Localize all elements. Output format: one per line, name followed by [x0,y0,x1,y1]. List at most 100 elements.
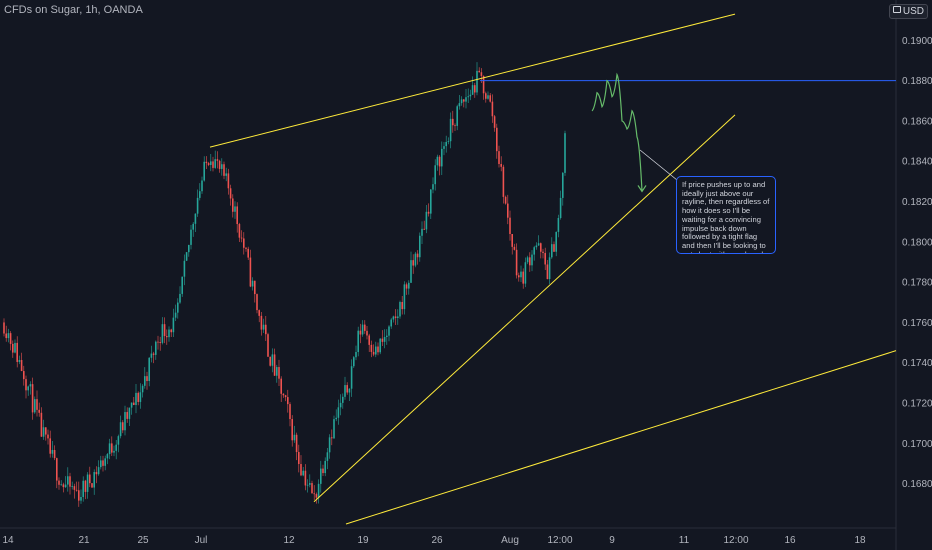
candle-down [56,458,58,481]
candle-up [410,260,412,283]
candle-up [251,280,254,287]
candle-up [130,402,133,408]
candle-down [359,330,362,335]
candle-up [100,460,102,468]
candle-down [504,196,507,204]
candle-up [161,324,164,343]
candle-down [31,384,34,413]
candle-up [172,317,175,333]
candle-down [36,399,38,410]
candle-up [449,118,452,142]
candle-down [518,275,520,278]
candle-up [383,336,386,342]
time-tick-label: 14 [2,535,14,546]
lower-trendline[interactable] [313,114,736,503]
candle-down [102,460,104,466]
candle-down [23,371,25,380]
candle-up [335,417,337,420]
chart-title: CFDs on Sugar, 1h, OANDA [4,4,143,16]
candle-down [73,486,76,490]
candle-down [515,249,518,276]
candle-down [491,101,494,117]
candle-down [159,342,161,343]
drawings-layer [209,13,897,525]
candle-up [115,444,117,451]
candle-up [14,342,16,353]
candle-up [386,335,388,337]
candle-down [12,343,14,353]
candle-up [306,484,309,486]
candle-down [513,246,516,250]
candle-up [548,257,551,280]
candle-down [280,378,282,394]
upper-trendline[interactable] [209,13,736,148]
currency-badge[interactable]: USD [888,4,928,19]
candle-up [199,191,201,198]
candle-down [370,344,373,352]
candle-down [122,422,124,431]
time-tick-label: 12:00 [723,535,748,546]
candle-down [511,233,513,247]
time-tick-label: 9 [609,535,615,546]
candle-up [564,133,566,173]
time-tick-label: 11 [679,535,690,546]
projection-path[interactable] [591,72,643,192]
candle-down [212,161,214,168]
candle-up [51,450,54,454]
candle-up [535,245,538,248]
candle-up [29,384,32,387]
candle-down [394,316,397,318]
candle-down [493,116,496,128]
candle-down [256,294,258,311]
candle-down [47,434,49,439]
candle-down [157,341,159,343]
candle-down [500,163,502,167]
candle-up [526,257,529,263]
candle-down [152,353,155,355]
candle-down [377,346,379,353]
candle-up [533,247,535,255]
candle-down [163,324,166,337]
candle-up [399,302,401,317]
candle-down [49,438,51,454]
candle-up [18,360,21,362]
candle-down [278,367,280,379]
annotation-note[interactable]: If price pushes up to and ideally just a… [676,176,776,254]
candle-up [183,260,186,277]
candle-down [412,260,414,266]
candle-down [509,217,511,234]
channel-trendline[interactable] [345,350,897,525]
candle-up [460,99,463,104]
candle-down [265,324,267,335]
candle-down [16,342,18,362]
candle-up [317,483,320,498]
candle-down [247,248,249,258]
candle-down [313,493,315,495]
candle-up [27,386,29,391]
candle-up [201,180,203,192]
candle-up [392,316,395,320]
candle-down [166,336,168,338]
candle-up [108,443,111,455]
candle-up [60,484,62,486]
candle-up [144,376,146,386]
price-tick-label: 0.16800 [902,479,932,490]
candle-down [3,322,5,334]
candle-down [287,397,289,405]
candle-down [454,125,456,127]
candle-down [273,354,276,376]
candle-up [135,392,137,405]
candle-up [93,472,95,488]
candle-up [333,419,335,439]
candle-down [137,392,139,402]
candle-down [540,243,542,252]
candle-down [53,450,56,459]
candle-up [390,319,392,327]
candle-up [421,228,423,236]
candle-up [320,468,322,484]
candle-up [324,460,326,474]
